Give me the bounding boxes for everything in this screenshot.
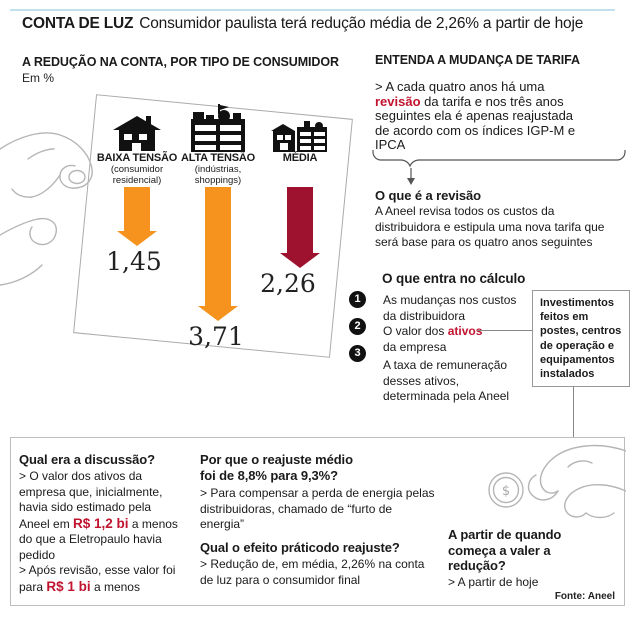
step-2-badge: 2 [349, 318, 366, 335]
hand-holding-chart-illustration [0, 115, 113, 330]
faq-q2-title: Por que o reajuste médio foi de 8,8% para… [200, 452, 353, 483]
category-sublabel-alta: (indústrias, shoppings) [194, 164, 242, 186]
value-label-media: 2,26 [260, 269, 316, 298]
category-sublabel-baixa: (consumidor residencial) [110, 164, 164, 186]
calculo-item-3: A taxa de remuneração desses ativos, deter… [383, 358, 510, 403]
reduction-arrow-media [280, 187, 320, 268]
revisao-title: O que é a revisão [375, 188, 481, 203]
headline-kicker: CONTA DE LUZ [22, 15, 134, 32]
reduction-arrow-alta [198, 187, 238, 321]
callout-connector-line [573, 386, 574, 437]
faq-q1-title: Qual era a discussão? [19, 452, 155, 467]
faq-q4-title: A partir de quando começa a valer a reduçã… [448, 527, 562, 573]
faq-q1-body: > O valor dos ativos da empresa que, inic… [19, 469, 178, 594]
city-buildings-icon [271, 121, 329, 153]
value-label-baixa: 1,45 [106, 247, 162, 276]
explainer-intro: > A cada quatro anos há uma revisão da ta… [375, 79, 576, 153]
dollar-sign-icon: $ [502, 484, 510, 499]
revisao-body: A Aneel revisa todos os custos da distrib… [375, 204, 605, 249]
faq-box [10, 437, 625, 606]
factory-icon [191, 104, 245, 152]
faq-q2-body: > Para compensar a perda de energia pela… [200, 486, 435, 531]
chart-unit-label: Em % [22, 71, 55, 85]
faq-q3-body: > Redução de, em média, 2,26% na conta de… [200, 557, 425, 587]
faq-q4-body: > A partir de hoje [448, 575, 539, 589]
house-icon [113, 113, 161, 153]
faq-q3-title: Qual o efeito práticodo reajuste? [200, 540, 400, 555]
reduction-arrow-baixa [117, 187, 157, 246]
category-label-baixa: BAIXA TENSÃO [96, 152, 178, 164]
explainer-title: ENTENDA A MUDANÇA DE TARIFA [375, 53, 580, 67]
chart-title: A REDUÇÃO NA CONTA, POR TIPO DE CONSUMID… [22, 55, 339, 69]
headline: CONTA DE LUZ Consumidor paulista terá red… [22, 15, 583, 33]
source-credit: Fonte: Aneel [554, 591, 615, 602]
calculo-item-1: As mudanças nos custos da distribuidora [383, 293, 517, 323]
step-1-badge: 1 [349, 291, 366, 308]
investments-callout: Investimentos feitos em postes, centros de … [532, 290, 630, 388]
value-label-alta: 3,71 [188, 322, 244, 351]
hand-holding-coin-illustration: $ [448, 437, 626, 527]
ativos-connector-line [477, 330, 532, 331]
top-rule [10, 9, 615, 11]
calculo-title: O que entra no cálculo [382, 271, 526, 286]
step-3-badge: 3 [349, 345, 366, 362]
category-label-media: MÉDIA [282, 152, 318, 164]
calculo-item-2: O valor dos ativos da empresa [383, 324, 483, 354]
category-label-alta: ALTA TENSÃO [181, 152, 255, 164]
brace-arrow-down-icon [372, 150, 626, 186]
headline-text: Consumidor paulista terá redução média d… [139, 15, 584, 32]
